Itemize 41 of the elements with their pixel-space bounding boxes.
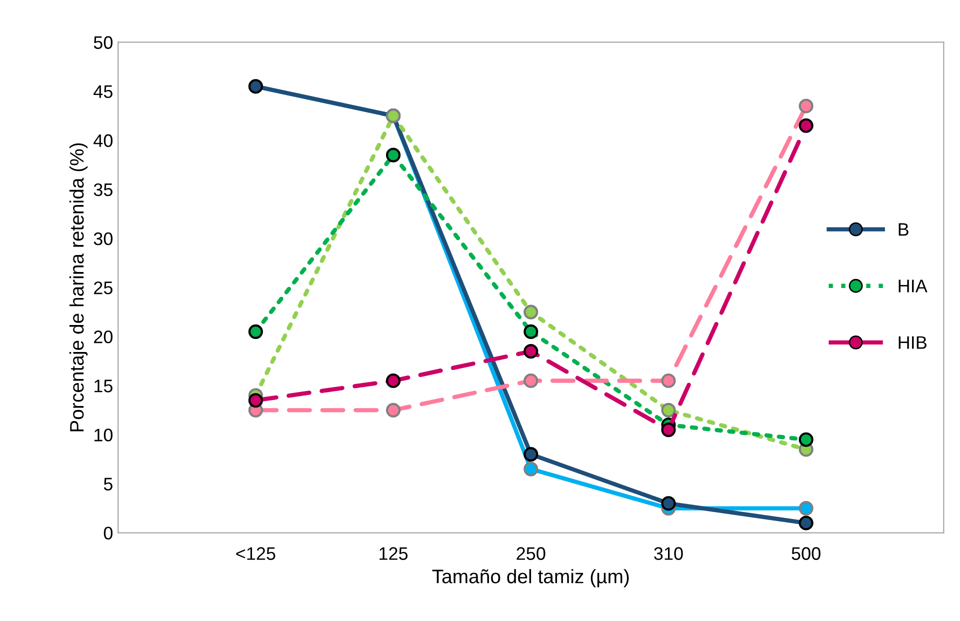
y-tick-label: 45	[94, 85, 112, 98]
point	[386, 373, 401, 388]
point	[661, 373, 676, 388]
point	[661, 496, 676, 511]
y-tick-label: 20	[94, 330, 113, 344]
legend-label: B	[898, 223, 908, 236]
y-axis-title: Porcentaje de harina retenida (%)	[69, 143, 88, 432]
y-tick-label: 25	[94, 281, 112, 294]
legend-label: HIA	[898, 280, 928, 292]
y-tick-label: 0	[104, 526, 113, 540]
x-tick-label: 310	[654, 547, 683, 560]
point	[798, 516, 814, 530]
point	[661, 422, 676, 438]
y-tick-label: 40	[94, 134, 113, 148]
point	[798, 500, 814, 516]
point	[248, 393, 263, 408]
point	[798, 98, 814, 114]
y-tick-label: 5	[104, 478, 112, 490]
y-tick-label: 15	[94, 380, 112, 392]
point	[386, 402, 401, 418]
point	[524, 462, 538, 476]
point	[798, 432, 814, 447]
legend-label: HIB	[898, 336, 926, 349]
point	[524, 373, 538, 388]
x-axis-title: Tamaño del tamiz (µm)	[432, 569, 629, 588]
point	[798, 118, 814, 133]
point	[524, 344, 538, 359]
point	[524, 324, 538, 339]
y-tick-label: 10	[94, 428, 113, 442]
y-tick-label: 35	[94, 183, 112, 196]
y-tick-label: 30	[94, 232, 113, 246]
point	[386, 148, 401, 162]
point	[248, 324, 263, 339]
x-tick-label: <125	[236, 547, 276, 560]
point	[661, 402, 676, 418]
point	[524, 447, 538, 462]
y-tick-label: 50	[94, 36, 113, 49]
x-tick-label: 125	[380, 547, 408, 560]
x-tick-label: 500	[792, 547, 820, 560]
x-tick-label: 250	[516, 547, 546, 560]
point	[524, 304, 538, 320]
